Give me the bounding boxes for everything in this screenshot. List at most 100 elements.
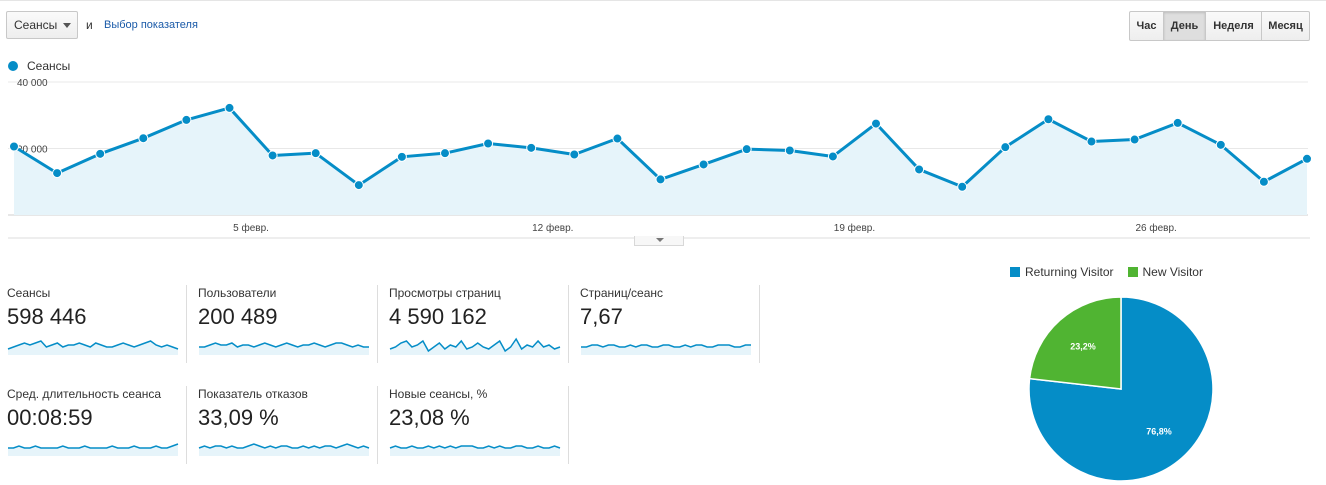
metric-label: Просмотры страниц — [389, 286, 501, 300]
x-tick-label: 12 февр. — [532, 222, 573, 234]
metric-card-bounce-rate[interactable]: Показатель отказов 33,09 % — [198, 386, 378, 464]
sparkline-line — [7, 340, 179, 350]
data-point — [267, 150, 278, 161]
sparkline-line — [581, 344, 751, 348]
sparkline — [389, 337, 561, 355]
sparkline — [7, 340, 179, 355]
metric-value: 200 489 — [198, 304, 278, 329]
data-point — [181, 114, 192, 125]
sparkline-area — [390, 339, 560, 355]
sessions-area-fill — [14, 107, 1307, 215]
metric-value: 598 446 — [7, 304, 87, 329]
data-point — [353, 180, 364, 191]
metric-dropdown[interactable]: Сеансы — [6, 11, 78, 39]
data-point — [741, 144, 752, 155]
metric-card-pageviews[interactable]: Просмотры страниц 4 590 162 — [389, 285, 569, 363]
data-point — [957, 181, 968, 192]
data-point — [52, 168, 63, 179]
top-divider — [0, 0, 1326, 1]
card-divider — [568, 386, 569, 464]
y-tick-label: 40 000 — [17, 78, 48, 89]
period-day-button[interactable]: День — [1164, 11, 1206, 41]
data-point — [138, 133, 149, 144]
legend-swatch — [1010, 267, 1020, 277]
metric-card-pages-per-session[interactable]: Страниц/сеанс 7,67 — [580, 285, 760, 363]
data-point — [914, 164, 925, 175]
period-hour-button[interactable]: Час — [1129, 11, 1164, 41]
pie-slice — [1028, 296, 1122, 390]
metric-card-sessions[interactable]: Сеансы 598 446 — [7, 285, 187, 363]
data-point — [1302, 153, 1312, 164]
metric-value: 7,67 — [580, 304, 623, 329]
card-divider — [759, 285, 760, 363]
data-point — [224, 102, 235, 113]
metric-card-avg-session-duration[interactable]: Сред. длительность сеанса 00:08:59 — [7, 386, 187, 464]
pie-legend-item[interactable]: New Visitor — [1127, 265, 1203, 279]
x-tick-label: 19 февр. — [834, 222, 875, 234]
metric-value: 23,08 % — [389, 405, 470, 430]
data-point — [1000, 142, 1011, 153]
sparkline-area — [199, 444, 369, 456]
data-point — [95, 148, 106, 159]
period-toggle: Час День Неделя Месяц — [1129, 11, 1310, 41]
card-divider — [568, 285, 569, 363]
data-point — [1086, 136, 1097, 147]
sparkline-area — [8, 444, 178, 456]
sparkline-line — [199, 342, 369, 348]
x-tick-label: 26 февр. — [1135, 222, 1176, 234]
data-point — [871, 118, 881, 129]
metric-value: 4 590 162 — [389, 304, 487, 329]
chart-collapse-toggle[interactable] — [634, 236, 684, 246]
data-point — [310, 148, 321, 159]
caret-down-icon — [656, 238, 664, 242]
sparkline-area — [581, 345, 751, 355]
metric-dropdown-label: Сеансы — [14, 18, 58, 32]
data-point — [396, 151, 407, 162]
period-week-button[interactable]: Неделя — [1206, 11, 1262, 41]
data-point — [1043, 114, 1054, 125]
card-divider — [186, 386, 187, 464]
data-point — [1258, 176, 1269, 187]
chevron-down-icon — [63, 23, 71, 28]
data-point — [9, 141, 19, 152]
select-metric-link[interactable]: Выбор показателя — [104, 19, 198, 31]
pie-legend: Returning Visitor New Visitor — [1010, 265, 1217, 279]
metric-card-new-sessions[interactable]: Новые сеансы, % 23,08 % — [389, 386, 569, 464]
sparkline — [8, 443, 179, 456]
sparkline — [581, 344, 751, 355]
data-point — [612, 133, 623, 144]
data-point — [569, 149, 580, 160]
pie-legend-label: New Visitor — [1142, 265, 1203, 279]
series-color-dot — [8, 61, 18, 71]
sparkline-line — [8, 443, 179, 449]
data-point — [440, 148, 450, 159]
chart-legend: Сеансы — [8, 59, 70, 73]
pie-legend-item[interactable]: Returning Visitor — [1010, 265, 1114, 279]
metric-label: Пользователи — [198, 286, 277, 300]
metric-label: Сеансы — [7, 286, 51, 300]
data-point — [655, 174, 666, 185]
legend-swatch — [1127, 267, 1138, 277]
data-point — [526, 142, 537, 153]
metric-label: Новые сеансы, % — [389, 387, 488, 401]
data-point — [483, 138, 494, 149]
pie-slice-label: 76,8% — [1146, 427, 1172, 437]
card-divider — [186, 285, 187, 363]
data-point — [827, 151, 838, 162]
conjunction-text: и — [86, 18, 93, 32]
metric-value: 33,09 % — [198, 405, 279, 430]
metric-label: Сред. длительность сеанса — [7, 387, 162, 401]
visitor-type-pie-chart: 76,8% 23,2% — [1028, 296, 1214, 482]
metric-label: Показатель отказов — [198, 387, 308, 401]
card-divider — [377, 285, 378, 363]
data-point — [784, 145, 795, 156]
metric-value: 00:08:59 — [7, 405, 93, 430]
data-point — [698, 159, 709, 170]
metric-label: Страниц/сеанс — [580, 286, 664, 300]
metric-card-users[interactable]: Пользователи 200 489 — [198, 285, 378, 363]
period-month-button[interactable]: Месяц — [1262, 11, 1310, 41]
sparkline-area — [390, 446, 560, 456]
pie-legend-label: Returning Visitor — [1025, 265, 1114, 279]
sparkline-line — [198, 443, 370, 449]
sessions-line-chart: 20 000 40 000 5 февр. 12 февр. 19 февр. 26 фе… — [8, 78, 1312, 239]
